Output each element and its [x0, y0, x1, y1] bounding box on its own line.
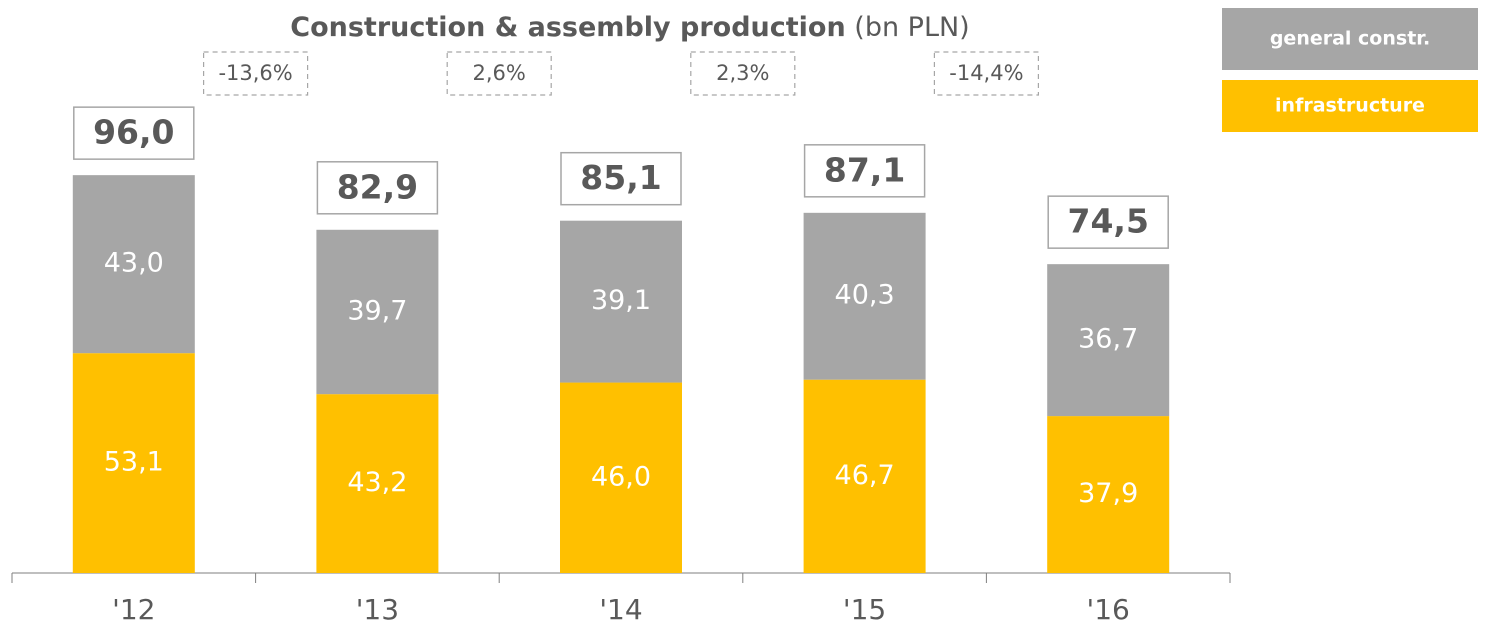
total-box — [560, 151, 682, 206]
legend-label: general constr. — [1270, 28, 1430, 50]
x-tick-label: '16 — [1087, 593, 1130, 626]
x-tick-label: '14 — [599, 593, 642, 626]
growth-label: -14,4% — [949, 61, 1023, 85]
total-box — [1047, 195, 1169, 249]
bar-segment — [803, 379, 926, 573]
bar-segment — [316, 229, 439, 395]
total-label: 85,1 — [580, 158, 661, 197]
x-tick-label: '13 — [356, 593, 399, 626]
growth-label: -13,6% — [218, 61, 292, 85]
total-box — [803, 144, 926, 198]
growth-label: 2,6% — [473, 61, 526, 85]
bar-segment — [1047, 416, 1170, 573]
growth-box — [690, 51, 796, 96]
bar-segment — [560, 220, 682, 383]
value-label: 40,3 — [835, 280, 895, 311]
total-box — [316, 161, 439, 215]
title: Construction & assembly production — [290, 12, 845, 43]
total-label: 87,1 — [824, 150, 905, 189]
bar-segment — [72, 353, 195, 573]
growth-label: 2,3% — [716, 61, 769, 85]
value-label: 46,0 — [591, 461, 651, 492]
bar-segment — [316, 394, 439, 573]
total-box — [73, 106, 195, 160]
unit: (bn PLN) — [854, 12, 969, 43]
total-label: 74,5 — [1067, 202, 1148, 241]
value-label: 36,7 — [1078, 324, 1138, 355]
legend-swatch — [1222, 8, 1478, 70]
legend-swatch — [1222, 80, 1478, 132]
value-label: 43,0 — [104, 248, 164, 279]
x-tick-label: '12 — [112, 593, 155, 626]
value-label: 43,2 — [347, 467, 407, 498]
value-label: 39,1 — [591, 285, 651, 316]
bar-segment — [1047, 264, 1170, 417]
x-tick-label: '15 — [843, 593, 886, 626]
value-label: 37,9 — [1078, 478, 1138, 509]
total-label: 82,9 — [337, 167, 418, 206]
legend-label: infrastructure — [1275, 95, 1425, 117]
value-label: 53,1 — [104, 447, 164, 478]
bar-segment — [72, 175, 195, 354]
chart-title: Construction & assembly production (bn P… — [290, 12, 969, 43]
total-label: 96,0 — [93, 113, 174, 152]
growth-box — [203, 51, 309, 96]
value-label: 39,7 — [347, 295, 407, 326]
bar-segment — [803, 212, 926, 380]
growth-box — [446, 51, 552, 96]
value-label: 46,7 — [835, 460, 895, 491]
bar-segment — [560, 382, 682, 573]
growth-box — [933, 51, 1040, 96]
